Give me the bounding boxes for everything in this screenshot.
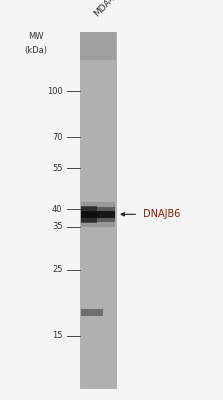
Bar	[81, 211, 115, 218]
Text: MW: MW	[28, 32, 43, 41]
Text: 70: 70	[52, 133, 62, 142]
Text: 55: 55	[52, 164, 62, 173]
Text: MDA-MB-231: MDA-MB-231	[92, 0, 139, 18]
Text: DNAJB6: DNAJB6	[143, 209, 180, 219]
Text: 25: 25	[52, 266, 62, 274]
Bar	[81, 206, 97, 223]
Bar	[80, 32, 116, 60]
Bar	[81, 207, 115, 222]
Text: 40: 40	[52, 205, 62, 214]
Text: (kDa): (kDa)	[24, 46, 47, 55]
Bar	[80, 32, 116, 388]
Text: 100: 100	[47, 87, 62, 96]
Bar	[81, 310, 103, 316]
Text: 15: 15	[52, 331, 62, 340]
Text: 35: 35	[52, 222, 62, 231]
Bar	[81, 202, 115, 227]
